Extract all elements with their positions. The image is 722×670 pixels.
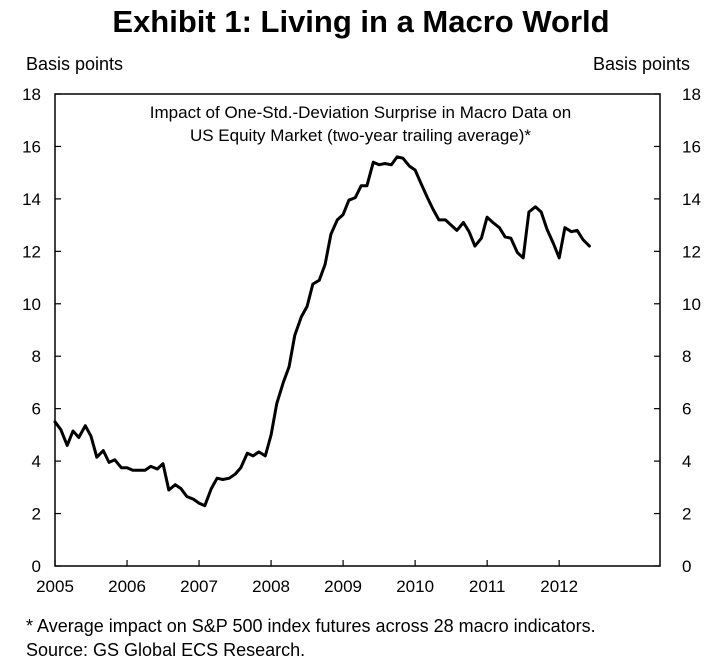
left-y-tick-label: 6 [32,400,41,419]
x-axis: 2005 2006 2007 2008 2009 2010 2011 2012 [36,560,578,596]
chart-title-line-1: Impact of One-Std.-Deviation Surprise in… [150,103,571,122]
right-y-tick-label: 16 [682,137,701,156]
chart-title-line-2: US Equity Market (two-year trailing aver… [190,126,531,145]
left-axis-unit-label: Basis points [26,54,124,74]
right-y-tick-label: 6 [682,400,691,419]
left-y-axis: 0 2 4 6 8 10 12 14 16 18 [22,85,61,576]
x-tick-label: 2012 [540,577,578,596]
x-tick-label: 2009 [324,577,362,596]
left-y-tick-label: 12 [22,242,41,261]
x-tick-label: 2011 [469,577,506,596]
series-line-equity-impact [53,155,591,508]
footnote-average-impact: * Average impact on S&P 500 index future… [26,616,596,636]
right-axis-unit-label: Basis points [592,54,690,74]
left-y-tick-label: 4 [32,452,41,471]
right-y-tick-label: 8 [682,347,691,366]
left-y-tick-label: 2 [32,505,41,524]
left-y-tick-label: 16 [22,137,41,156]
right-y-tick-label: 12 [682,242,701,261]
left-y-tick-label: 14 [22,190,41,209]
right-y-tick-label: 2 [682,505,691,524]
x-tick-label: 2010 [396,577,434,596]
left-y-tick-label: 8 [32,347,41,366]
right-y-tick-label: 18 [682,85,701,104]
left-y-tick-label: 0 [32,557,41,576]
right-y-tick-label: 10 [682,295,701,314]
x-tick-label: 2006 [108,577,146,596]
plot-frame [54,93,661,567]
left-y-tick-label: 10 [22,295,41,314]
x-tick-label: 2005 [36,577,74,596]
exhibit-title: Exhibit 1: Living in a Macro World [112,4,610,39]
footnote-source: Source: GS Global ECS Research. [26,640,306,660]
right-y-axis: 0 2 4 6 8 10 12 14 16 18 [654,85,701,576]
left-y-tick-label: 18 [22,85,41,104]
x-tick-label: 2007 [180,577,218,596]
right-y-tick-label: 14 [682,190,701,209]
x-tick-label: 2008 [252,577,290,596]
right-y-tick-label: 0 [682,557,691,576]
right-y-tick-label: 4 [682,452,691,471]
